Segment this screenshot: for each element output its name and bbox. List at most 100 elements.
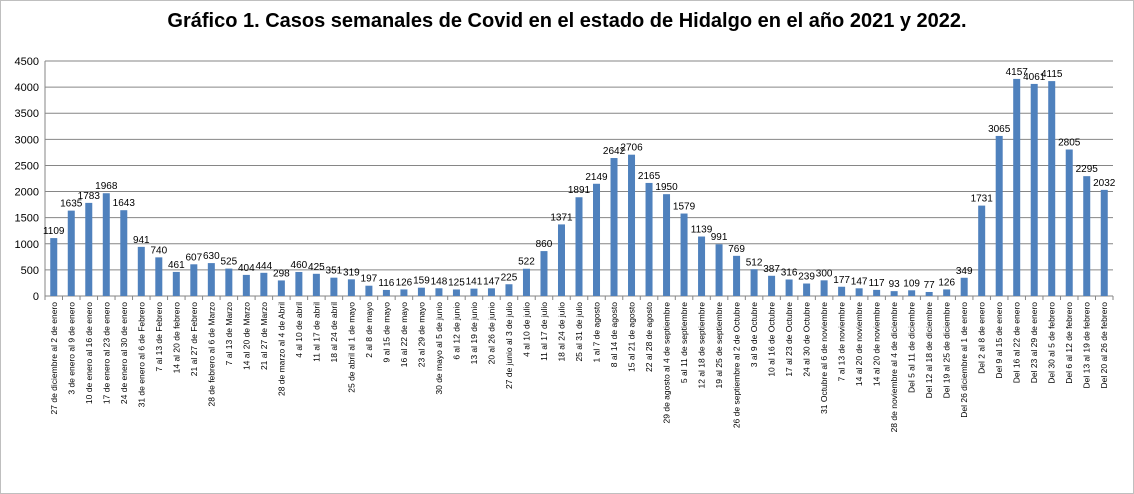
x-tick-label: 10 de enero al 16 de enero [84,302,94,404]
x-tick-label: Del 12 al 18 de diciembre [924,302,934,399]
bar [943,289,951,296]
x-tick-label: 14 al 20 de noviembre [854,302,864,386]
data-label: 3065 [988,124,1011,135]
chart-title: Gráfico 1. Casos semanales de Covid en e… [167,10,967,32]
bar [207,263,215,296]
bar [190,264,198,296]
x-tick-label: Del 9 al 15 de enero [994,302,1004,379]
bar [260,272,268,296]
data-label: 125 [448,277,465,288]
bar [155,257,163,296]
bar [470,288,478,296]
bar [487,288,495,296]
y-tick-label: 3500 [15,108,39,120]
x-tick-label: 18 al 24 de julio [556,302,566,362]
bar [172,271,180,296]
x-tick-label: 9 al 15 de mayo [381,302,391,363]
bar [663,194,671,296]
x-tick-label: 11 al 17 de abril [311,302,321,362]
bar [645,182,653,296]
data-label: 1371 [550,212,573,223]
data-label: 860 [536,239,553,250]
data-label: 1643 [113,198,136,209]
bar [50,238,58,296]
data-label: 769 [728,244,745,255]
x-tick-label: 21 al 27 de Febrero [189,302,199,376]
data-label: 298 [273,268,290,279]
bar [67,210,75,296]
data-label: 941 [133,235,150,246]
bar [593,183,601,296]
data-label: 522 [518,257,535,268]
bar [1048,81,1056,296]
x-tick-label: 2 al 8 de mayo [364,302,374,358]
x-tick-label: Del 13 al 19 de febrero [1082,302,1092,389]
bar [1100,189,1108,296]
x-tick-label: 4 al 10 de abril [294,302,304,358]
data-label: 1139 [691,225,713,236]
data-label: 2805 [1058,138,1081,149]
data-label: 512 [746,257,763,268]
bar [347,279,355,296]
data-label: 630 [203,251,220,262]
bar [505,284,513,296]
data-label: 126 [938,277,955,288]
bar [540,251,548,296]
x-tick-label: 26 de septiembre al 2 de Octubre [732,302,742,428]
x-tick-label: 24 de enero al 30 de enero [119,302,129,404]
data-label: 2642 [603,146,626,157]
x-tick-label: 10 al 16 de Octubre [767,302,777,377]
data-label: 147 [851,276,868,287]
data-label: 1891 [568,185,591,196]
bar [85,202,93,296]
data-label: 239 [798,272,815,283]
x-tick-label: 6 al 12 de junio [451,302,461,360]
y-tick-label: 1000 [15,239,39,251]
x-tick-label: 7 al 13 de noviembre [837,302,847,382]
data-label: 2706 [620,143,643,154]
x-tick-label: 29 de agosto al 4 de septiembre [662,302,672,424]
data-label: 319 [343,267,360,278]
x-tick-label: 5 al 11 de septiembre [679,302,689,383]
bar [733,255,741,296]
data-label: 77 [924,280,936,291]
data-label: 4157 [1006,67,1029,78]
bar [435,288,443,296]
bar [417,287,425,296]
bar [785,279,793,296]
bar [890,291,898,296]
data-label: 4061 [1023,72,1046,83]
x-tick-label: 3 al 9 de Octubre [749,302,759,367]
data-label: 387 [763,264,780,275]
x-tick-label: 7 al 13 de Marzo [224,302,234,366]
x-tick-label: 30 de mayo al 5 de junio [434,302,444,395]
bar [225,268,233,296]
data-label: 2295 [1076,164,1099,175]
x-tick-label: 28 de marzo al 4 de Abril [276,302,286,396]
bar [855,288,863,296]
data-label: 225 [501,272,518,283]
x-tick-label: Del 19 al 25 de diciembre [942,302,952,399]
bar [382,289,390,296]
bar [102,193,110,296]
x-tick-label: 4 al 10 de julio [521,302,531,357]
x-tick-label: Del 30 al 5 de febrero [1047,302,1057,384]
data-label: 2149 [585,172,608,183]
data-label: 460 [291,260,308,271]
x-tick-label: 22 al 28 de agosto [644,302,654,372]
x-tick-label: 23 al 29 de mayo [416,302,426,367]
x-tick-label: 18 al 24 de abril [329,302,339,363]
data-label: 2032 [1093,178,1116,189]
bar [575,197,583,296]
data-label: 117 [869,278,885,289]
data-label: 444 [256,261,273,272]
data-label: 316 [781,267,798,278]
data-label: 126 [396,277,413,288]
bar [365,285,373,296]
data-label: 1635 [60,199,83,210]
data-label: 116 [378,278,394,289]
data-label: 1579 [673,202,696,213]
y-tick-label: 3000 [15,134,39,146]
